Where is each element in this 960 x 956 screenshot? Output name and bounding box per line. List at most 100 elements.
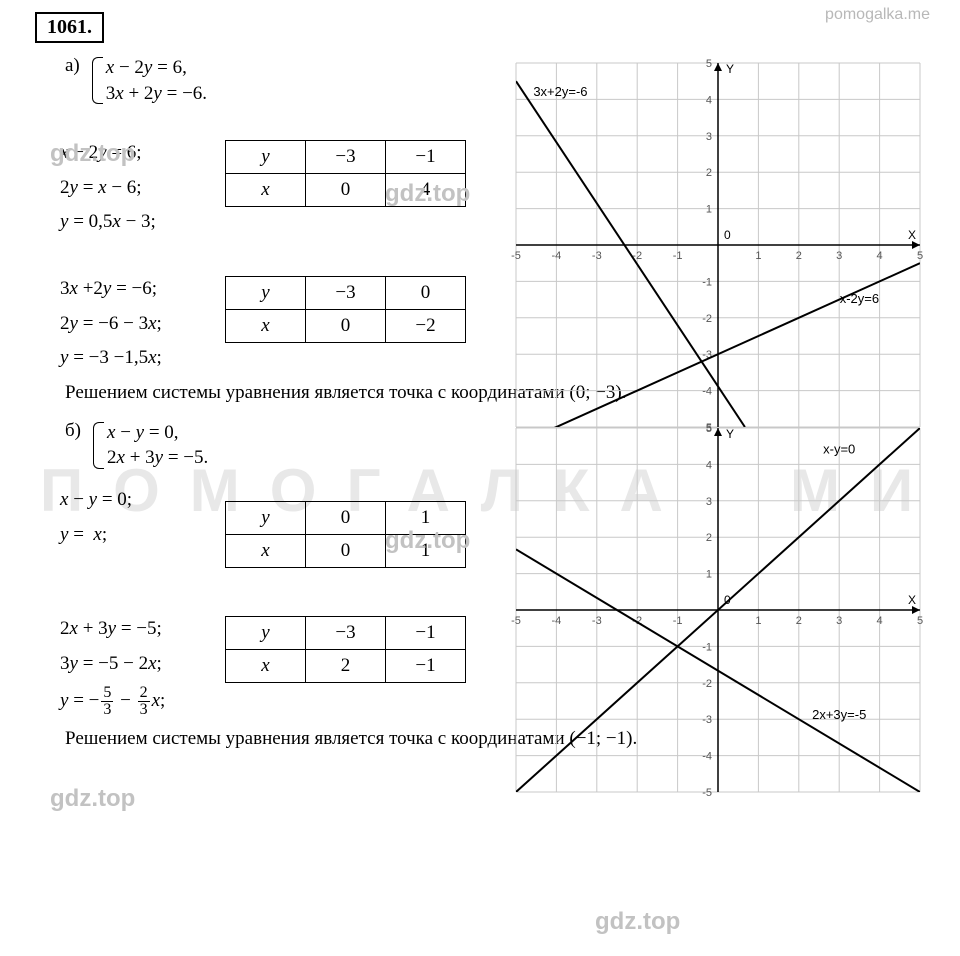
eq: 3x +2y = −6; — [60, 276, 225, 303]
cell: y — [261, 146, 269, 167]
cell: −1 — [415, 655, 435, 676]
svg-text:-3: -3 — [592, 615, 602, 627]
system-b-line1: x − y = 0, — [107, 420, 208, 446]
chart-b: -5-4-3-2-1012345-5-4-3-2-112345XYx-y=02x… — [498, 410, 938, 816]
cell: x — [261, 315, 269, 336]
cell: 2 — [341, 655, 351, 676]
svg-text:-1: -1 — [673, 615, 683, 627]
svg-text:2: 2 — [706, 532, 712, 544]
svg-text:-3: -3 — [592, 250, 602, 262]
cell: 0 — [341, 507, 351, 528]
eq: y = −3 −1,5x; — [60, 345, 225, 372]
eq: x − 2y = 6; — [60, 140, 225, 167]
svg-text:3x+2y=-6: 3x+2y=-6 — [533, 84, 587, 99]
part-a-label: а) — [65, 55, 80, 77]
svg-text:2: 2 — [796, 250, 802, 262]
svg-text:Y: Y — [726, 427, 734, 441]
system-a-line1: x − 2y = 6, — [106, 55, 207, 81]
system-b: x − y = 0, 2x + 3y = −5. — [93, 420, 208, 471]
svg-text:3: 3 — [836, 250, 842, 262]
cell: 1 — [421, 507, 431, 528]
cell: x — [261, 655, 269, 676]
table-b2: y −3 −1 x 2 −1 — [225, 616, 466, 683]
cell: y — [261, 507, 269, 528]
svg-text:X: X — [908, 593, 916, 607]
svg-text:-3: -3 — [702, 714, 712, 726]
svg-text:-5: -5 — [702, 787, 712, 799]
cell: −3 — [335, 282, 355, 303]
frac-den: 3 — [138, 702, 150, 718]
system-b-line2: 2x + 3y = −5. — [107, 445, 208, 471]
cell: 0 — [341, 540, 351, 561]
svg-text:3: 3 — [836, 615, 842, 627]
svg-text:-1: -1 — [702, 641, 712, 653]
frac-num: 5 — [101, 685, 113, 702]
cell: −3 — [335, 622, 355, 643]
svg-text:0: 0 — [724, 228, 731, 242]
site-watermark: pomogalka.me — [825, 6, 930, 24]
svg-text:3: 3 — [706, 496, 712, 508]
eq: y = −53 − 23x; — [60, 685, 225, 718]
eq: y = 0,5x − 3; — [60, 209, 225, 236]
frac-num: 2 — [138, 685, 150, 702]
cell: 4 — [421, 179, 431, 200]
equations-b1: x − y = 0; y = x; — [35, 487, 225, 548]
svg-text:5: 5 — [917, 250, 923, 262]
equations-a2: 3x +2y = −6; 2y = −6 − 3x; y = −3 −1,5x; — [35, 276, 225, 372]
part-a: а) x − 2y = 6, 3x + 2y = −6. x − 2y = 6;… — [35, 55, 930, 404]
svg-text:-2: -2 — [702, 678, 712, 690]
svg-text:5: 5 — [917, 615, 923, 627]
svg-text:Y: Y — [726, 62, 734, 76]
svg-text:4: 4 — [877, 615, 883, 627]
equations-b2: 2x + 3y = −5; 3y = −5 − 2x; y = −53 − 23… — [35, 616, 225, 718]
part-b-label: б) — [65, 420, 81, 442]
svg-text:4: 4 — [706, 94, 712, 106]
equations-a1: x − 2y = 6; 2y = x − 6; y = 0,5x − 3; — [35, 140, 225, 236]
svg-text:-5: -5 — [511, 615, 521, 627]
svg-text:-4: -4 — [702, 750, 712, 762]
cell: x — [261, 540, 269, 561]
svg-text:-2: -2 — [702, 313, 712, 325]
svg-text:2: 2 — [706, 167, 712, 179]
svg-text:1: 1 — [755, 615, 761, 627]
eq: y = x; — [60, 522, 225, 549]
cell: −3 — [335, 146, 355, 167]
svg-text:5: 5 — [706, 58, 712, 70]
frac-den: 3 — [101, 702, 113, 718]
svg-text:-1: -1 — [673, 250, 683, 262]
cell: x — [261, 179, 269, 200]
problem-number: 1061. — [35, 12, 104, 43]
gdz-watermark: gdz.top — [50, 785, 135, 813]
svg-text:-4: -4 — [552, 250, 562, 262]
cell: −2 — [415, 315, 435, 336]
eq: x − y = 0; — [60, 487, 225, 514]
system-a-line2: 3x + 2y = −6. — [106, 81, 207, 107]
eq: 2y = x − 6; — [60, 175, 225, 202]
svg-text:5: 5 — [706, 423, 712, 435]
cell: 0 — [421, 282, 431, 303]
cell: −1 — [415, 146, 435, 167]
svg-text:3: 3 — [706, 131, 712, 143]
part-b: б) x − y = 0, 2x + 3y = −5. x − y = 0; y… — [35, 420, 930, 750]
table-a2: y−30 x0−2 — [225, 276, 466, 343]
cell: −1 — [415, 622, 435, 643]
cell: 0 — [341, 179, 351, 200]
eq: 2x + 3y = −5; — [60, 616, 225, 643]
table-b1: y 0 1 x 0 1 — [225, 501, 466, 568]
svg-text:-1: -1 — [702, 276, 712, 288]
svg-text:X: X — [908, 228, 916, 242]
cell: 1 — [421, 540, 431, 561]
chart-a: -5-4-3-2-1012345-5-4-3-2-112345XY3x+2y=-… — [498, 45, 938, 451]
svg-text:4: 4 — [877, 250, 883, 262]
svg-text:2x+3y=-5: 2x+3y=-5 — [812, 707, 866, 722]
gdz-watermark: gdz.top — [595, 908, 680, 936]
svg-text:-4: -4 — [552, 615, 562, 627]
cell: y — [261, 622, 269, 643]
system-a: x − 2y = 6, 3x + 2y = −6. — [92, 55, 207, 106]
svg-text:-4: -4 — [702, 386, 712, 398]
svg-text:4: 4 — [706, 459, 712, 471]
svg-text:x-y=0: x-y=0 — [823, 441, 855, 456]
cell: y — [261, 282, 269, 303]
eq: 3y = −5 − 2x; — [60, 651, 225, 678]
table-a1: y −3 −1 x 0 4 — [225, 140, 466, 207]
